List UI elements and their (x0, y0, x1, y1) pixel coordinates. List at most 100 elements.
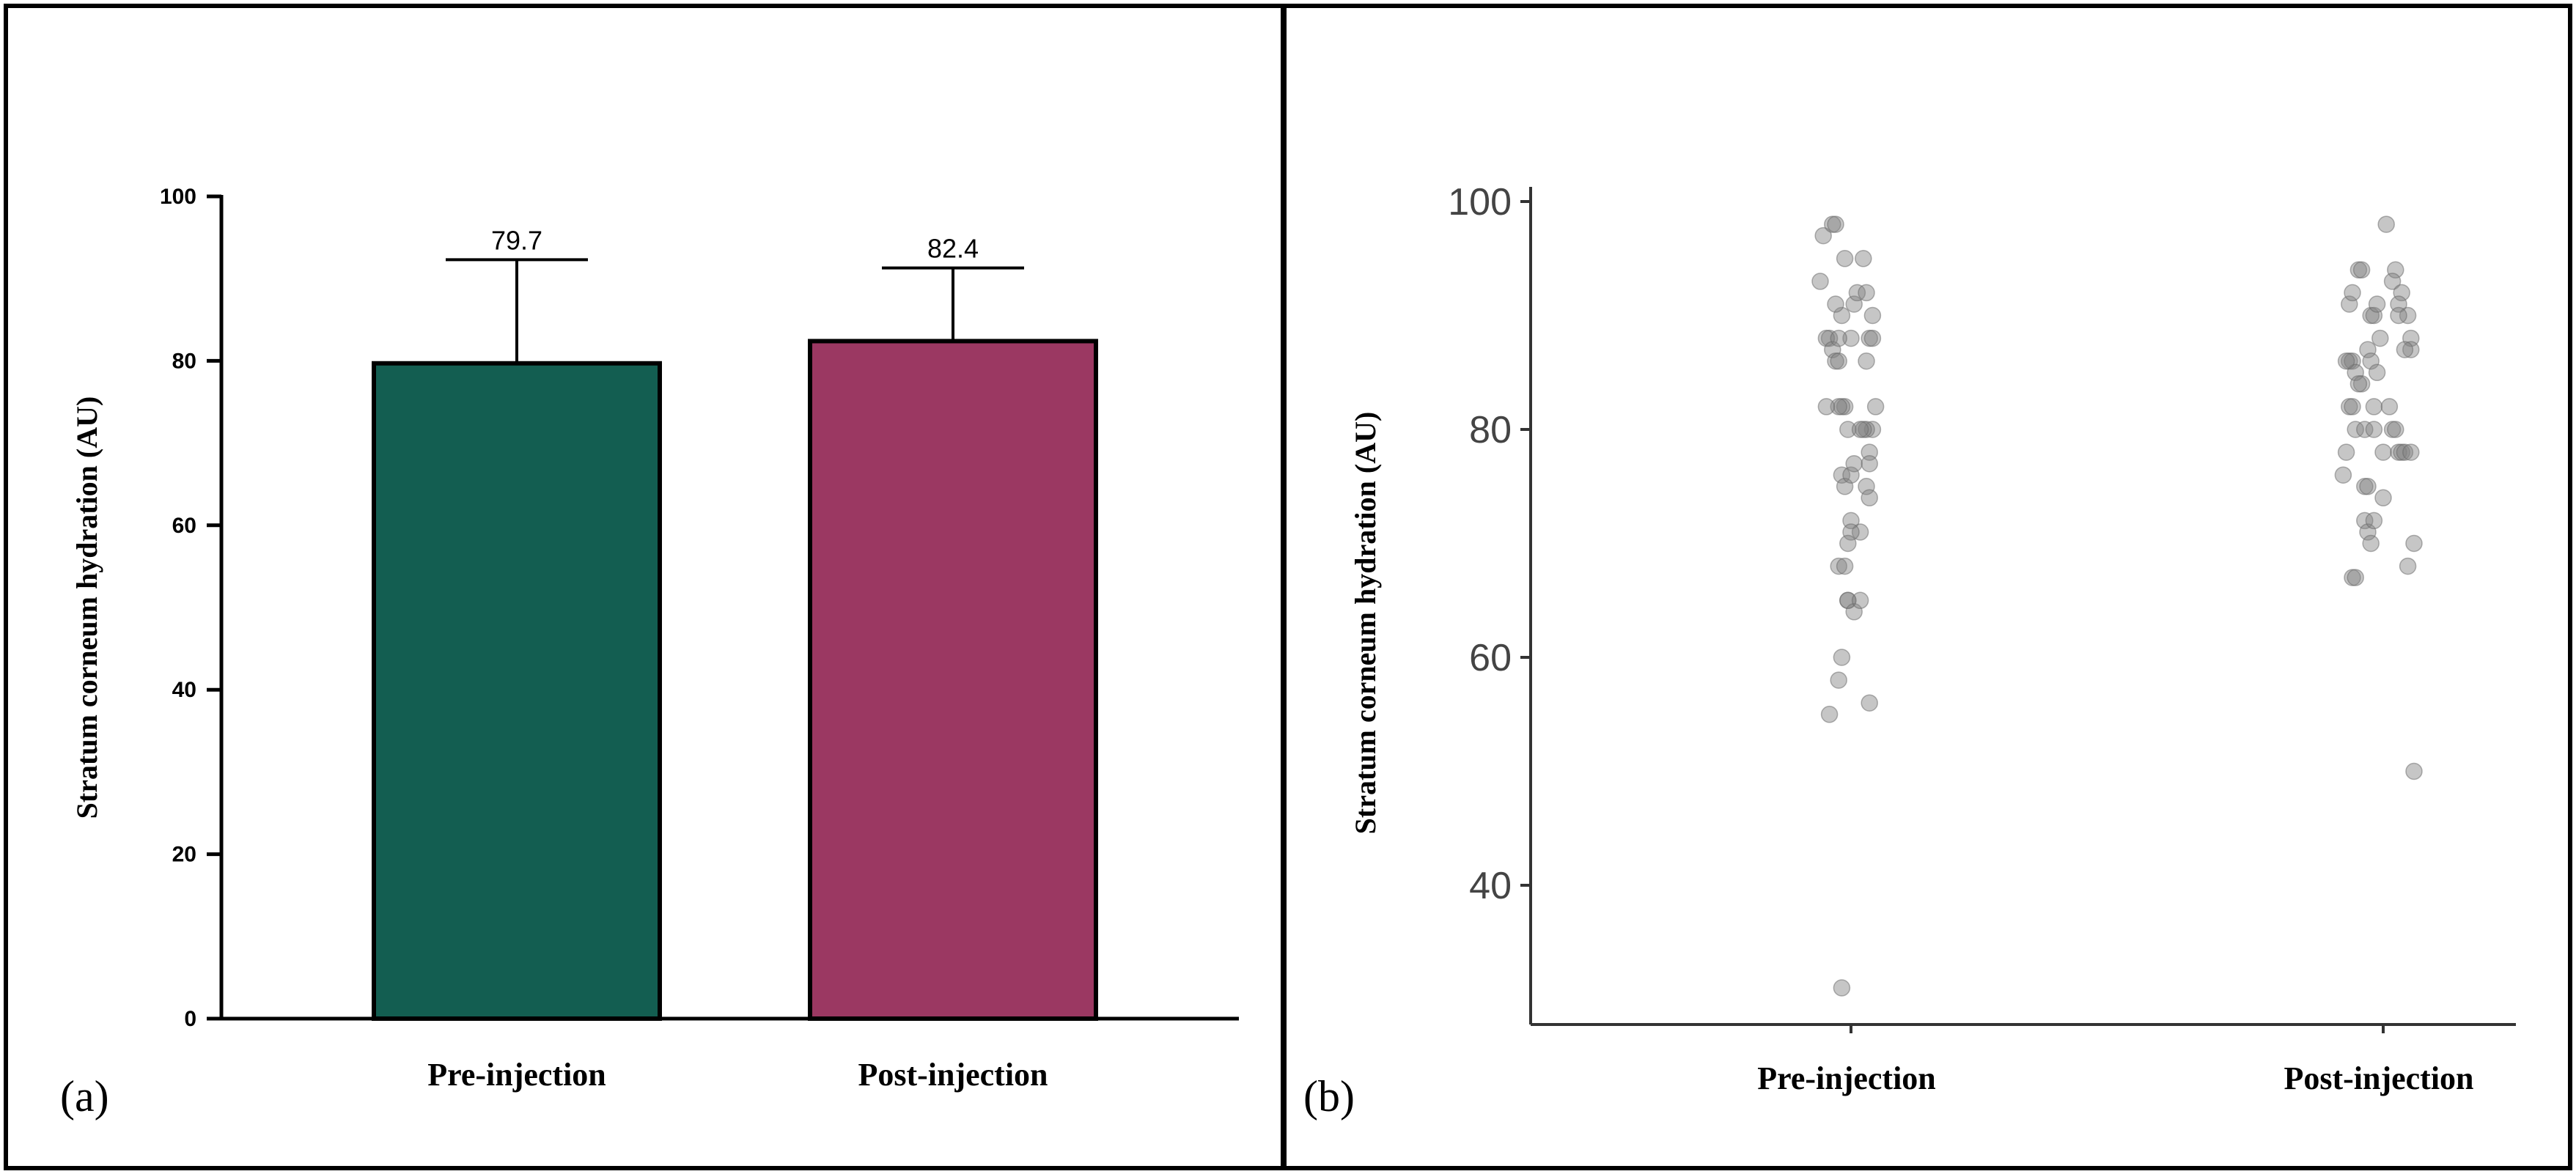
panel-b-point-1-16 (2344, 352, 2361, 370)
panel-b-point-1-34 (2396, 443, 2414, 461)
panel-b-point-1-9 (2393, 284, 2410, 302)
panel-b-point-0-16 (1863, 329, 1882, 347)
panel-b-point-1-54 (2390, 306, 2407, 325)
panel-b-point-1-47 (2347, 569, 2364, 586)
panel-b-point-0-40 (1836, 557, 1854, 575)
panel-a-ytick-label-0: 0 (184, 1007, 196, 1031)
panel-b-category-label-1: Post-injection (2284, 1060, 2473, 1096)
panel-b-point-1-7 (2387, 261, 2404, 279)
panel-b-point-1-0 (2341, 295, 2358, 313)
panel-b-point-0-38 (1839, 534, 1857, 553)
panel-a-category-label-1: Post-injection (858, 1057, 1048, 1093)
panel-b-point-0-14 (1863, 306, 1882, 325)
panel-b-point-0-19 (1863, 421, 1882, 438)
panel-b-point-1-49 (2405, 534, 2423, 553)
panel-b-point-1-11 (2399, 306, 2417, 325)
panel-b-point-1-53 (2371, 329, 2389, 347)
panel-b-point-0-8 (1836, 250, 1854, 267)
panel-b-point-1-37 (2334, 466, 2352, 484)
panel-b-scatter-plot: 40 60 80 100 Stratum corneum hydration (AU) P… (1303, 181, 2516, 1121)
panel-b-point-1-45 (2377, 215, 2395, 233)
panel-b-point-0-23 (1861, 454, 1878, 473)
panel-b-point-1-14 (2396, 341, 2414, 358)
panel-b-point-0-7 (1830, 352, 1847, 370)
panel-b-point-0-52 (1842, 329, 1860, 347)
panel-b-point-1-51 (2337, 352, 2355, 370)
panel-b-point-1-1 (2344, 284, 2361, 302)
panel-b-point-1-8 (2383, 273, 2402, 290)
panel-b-point-1-26 (2365, 398, 2383, 416)
panel-b-label: (b) (1303, 1072, 1355, 1121)
panel-b-point-1-19 (2359, 341, 2377, 358)
panel-b-point-1-43 (2365, 512, 2383, 530)
panel-b-point-0-34 (1842, 466, 1860, 484)
panel-a-ytick-label-60: 60 (172, 514, 196, 538)
panel-b-point-0-18 (1866, 398, 1885, 416)
panel-a-ytick-label-100: 100 (160, 185, 196, 209)
panel-b-ylabel: Stratum corneum hydration (AU) (1349, 412, 1382, 835)
panel-b-point-1-42 (2362, 534, 2380, 553)
panel-b-point-0-32 (1833, 466, 1851, 484)
panel-b-point-0-39 (1830, 557, 1847, 575)
panel-a-ytick-label-20: 20 (172, 843, 196, 867)
panel-b-point-0-25 (1861, 489, 1878, 507)
panel-b-point-1-13 (2402, 341, 2420, 358)
panel-b-point-0-49 (1833, 979, 1851, 997)
panel-b-point-0-45 (1833, 649, 1851, 666)
panel-b-point-1-36 (2337, 443, 2355, 461)
panel-b-point-0-50 (1811, 273, 1829, 290)
panel-b-point-0-11 (1848, 284, 1866, 302)
panel-b-point-0-51 (1827, 295, 1844, 313)
panel-b-point-0-17 (1858, 352, 1875, 370)
panel-b-point-0-54 (1851, 421, 1869, 438)
panel-b-point-1-40 (2356, 512, 2374, 530)
panel-a-bar-0 (372, 361, 662, 1021)
panel-b-point-1-48 (2399, 557, 2417, 575)
panel-b-point-0-46 (1830, 671, 1847, 689)
panel-b-point-1-25 (2356, 421, 2374, 438)
panel-b-point-0-26 (1851, 523, 1869, 541)
panel-b-point-1-27 (2365, 421, 2383, 438)
panel-b-point-1-50 (2405, 762, 2423, 780)
panel-b-point-0-47 (1820, 706, 1839, 723)
panel-b-point-1-35 (2402, 443, 2420, 461)
panel-b-ytick-label-80: 80 (1469, 409, 1512, 451)
panel-b-point-1-5 (2365, 306, 2383, 325)
panel-b-point-1-31 (2387, 421, 2404, 438)
panel-b-point-0-0 (1814, 226, 1832, 245)
panel-b-point-0-37 (1842, 523, 1860, 541)
panel-a-bar-1 (808, 339, 1098, 1021)
panel-b-point-1-3 (2352, 261, 2371, 279)
panel-b-point-0-35 (1845, 454, 1863, 473)
panel-b-point-0-24 (1858, 478, 1875, 495)
panel-b-point-0-12 (1858, 284, 1875, 302)
panel-b-point-0-44 (1851, 591, 1869, 610)
panel-b-point-1-28 (2374, 443, 2392, 461)
panel-a-ylabel: Stratum corneum hydration (AU) (70, 396, 103, 819)
panel-a-value-label-0: 79.7 (491, 225, 542, 255)
figure-frame (4, 4, 2572, 1170)
panel-b-ytick-label-60: 60 (1469, 637, 1512, 679)
panel-b-point-1-6 (2368, 295, 2386, 313)
panel-a-ytick-label-80: 80 (172, 349, 196, 373)
panel-b-point-1-24 (2347, 421, 2364, 438)
panel-b-point-1-39 (2359, 478, 2377, 495)
panel-b-point-0-48 (1861, 694, 1878, 712)
panel-b-point-0-10 (1845, 295, 1863, 313)
panel-b-point-1-44 (2374, 489, 2392, 507)
panel-b-point-0-2 (1827, 215, 1844, 233)
panel-a-label: (a) (60, 1072, 109, 1121)
panel-b-point-0-31 (1839, 421, 1857, 438)
panel-a-category-label-0: Pre-injection (427, 1057, 606, 1093)
panel-b-point-0-13 (1855, 250, 1872, 267)
panel-a-bar-chart: 0 20 40 60 80 100 Stratum corneum hydration (A… (60, 185, 1239, 1121)
panel-b-point-1-23 (2344, 398, 2361, 416)
panel-b-point-0-29 (1830, 398, 1847, 416)
panel-b-point-0-30 (1817, 398, 1836, 416)
panel-a-value-label-1: 82.4 (927, 234, 979, 264)
panel-b-ytick-label-40: 40 (1469, 865, 1512, 907)
panel-b-point-0-53 (1830, 329, 1847, 347)
panel-b-point-1-21 (2368, 363, 2386, 382)
panel-b-ytick-label-100: 100 (1448, 181, 1512, 224)
